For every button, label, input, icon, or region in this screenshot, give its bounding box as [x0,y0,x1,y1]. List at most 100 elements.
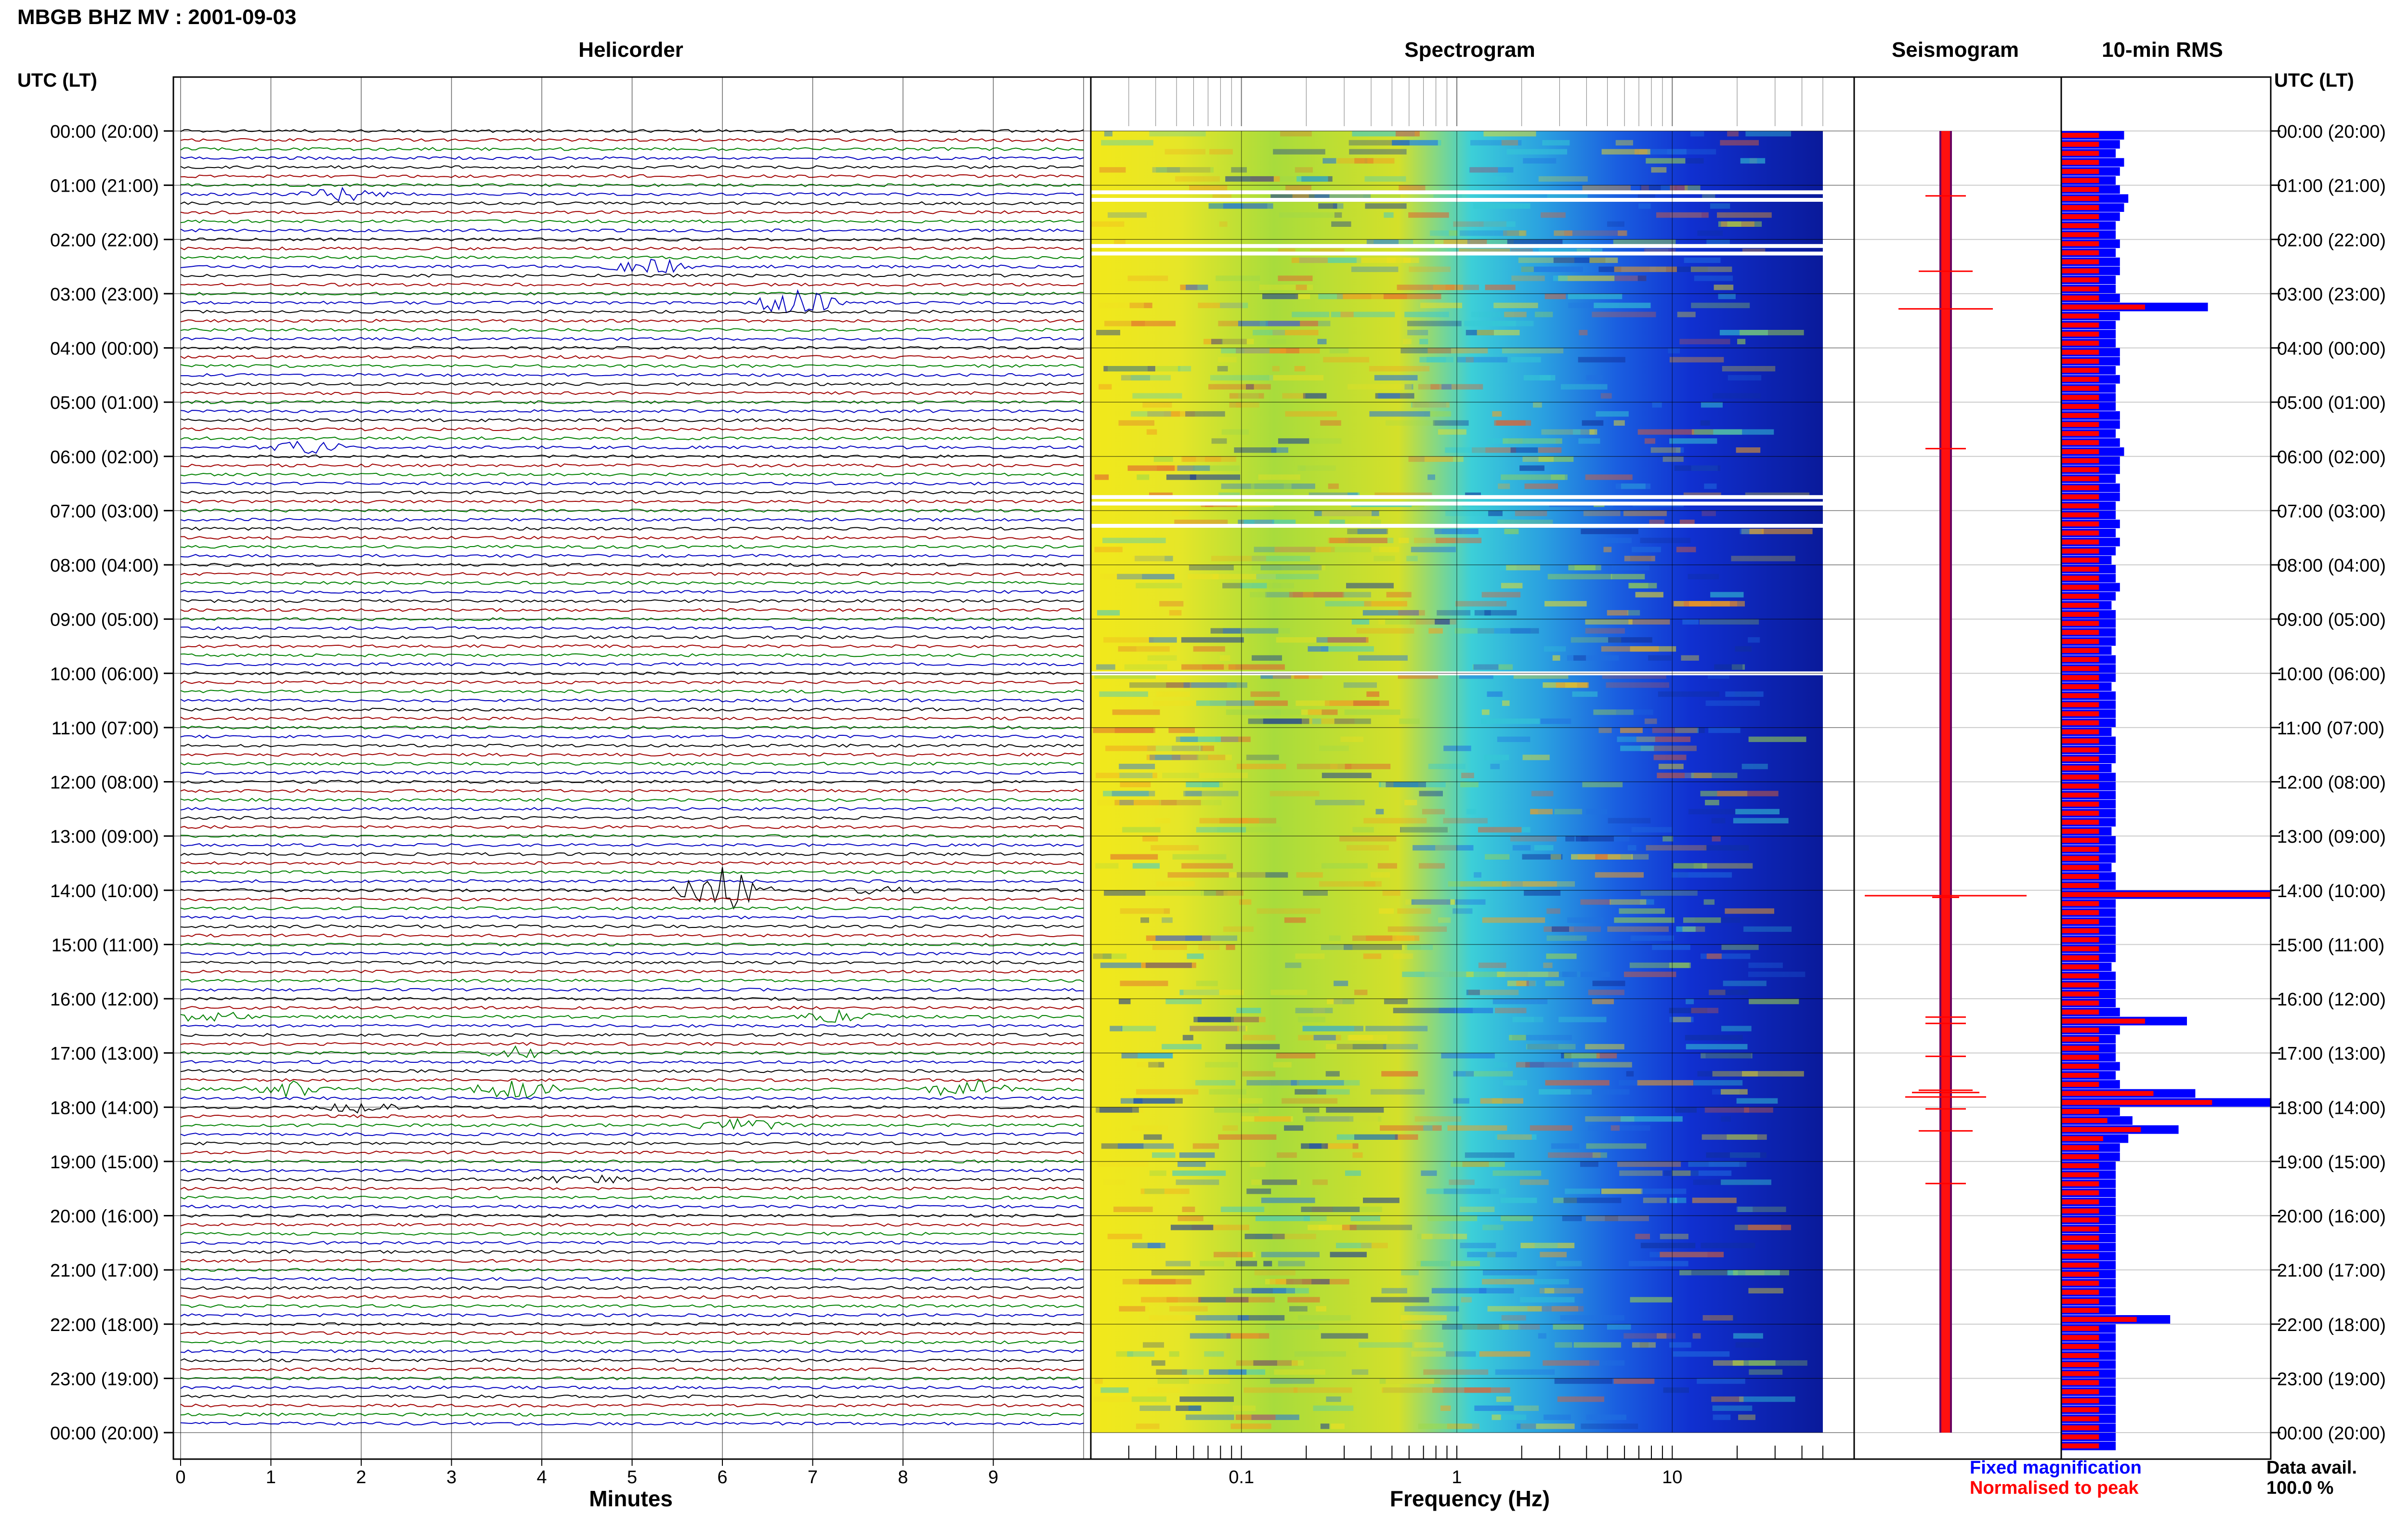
spectrogram-speckle [1231,167,1247,173]
spectrogram-speckle [1289,592,1343,598]
spectrogram-speckle [1421,1261,1451,1266]
spectrogram-speckle [1538,1089,1592,1095]
spectrogram-speckle [1169,1306,1208,1312]
rms-bar-normalised [2061,630,2099,635]
spectrogram-speckle [1254,547,1316,552]
spectrogram-speckle [1614,266,1677,272]
spectrogram-speckle [1147,655,1177,661]
spectrogram-speckle [1131,375,1171,381]
spectrogram-speckle [1374,375,1418,381]
spectrogram-speckle [1164,411,1195,417]
rms-bar-normalised [2061,286,2099,292]
spectrogram-speckle [1477,1324,1540,1330]
spectrogram-speckle [1113,1206,1153,1212]
spectrogram-speckle [1503,1080,1527,1086]
rms-bar-normalised [2061,1353,2099,1358]
spectrogram-speckle [1516,980,1536,986]
rms-bar-normalised [2061,774,2099,780]
rms-bar-normalised [2061,160,2099,165]
spectrogram-speckle [1686,158,1704,164]
spectrogram-speckle [1132,393,1182,399]
spectrogram-speckle [1274,1369,1325,1375]
spectrogram-speckle [1474,1405,1514,1411]
spectrogram-speckle [1543,962,1553,968]
spectrogram-speckle [1675,1107,1697,1113]
spectrogram-speckle [1331,312,1395,317]
spectrogram-speckle [1369,366,1430,372]
time-label-right: 08:00 (04:00) [2277,556,2386,576]
spectrogram-speckle [1363,953,1382,959]
spectrogram-speckle [1691,1007,1719,1014]
spectrogram-speckle [1711,818,1726,823]
spectrogram-speckle [1395,1134,1418,1140]
rms-bar-normalised [2061,720,2099,726]
spectrogram-speckle [1504,528,1519,535]
spectrogram-speckle [1630,935,1674,941]
spectrogram-speckle [1438,429,1466,435]
spectrogram-speckle [1246,1188,1271,1194]
spectrogram-speckle [1464,321,1516,326]
spectrogram-speckle [1330,1252,1367,1257]
spectrogram-speckle [1382,1387,1443,1393]
spectrogram-speckle [1748,1288,1783,1293]
spectrogram-speckle [1510,248,1533,254]
rms-bar-normalised [2061,458,2099,463]
spectrogram-speckle [1170,1225,1214,1230]
time-label-left: 17:00 (13:00) [50,1044,159,1064]
spectrogram-speckle [1607,610,1628,616]
spectrogram-speckle [1272,366,1280,372]
spectrogram-speckle [1262,293,1298,300]
spectrogram-speckle [1453,221,1506,227]
spectrogram-speckle [1230,1423,1271,1429]
spectrogram-speckle [1193,646,1225,652]
rms-bar-normalised [2061,313,2099,319]
rms-bar-normalised [2061,1308,2099,1313]
spectrogram-speckle [1712,1405,1753,1411]
spectrogram-speckle [1352,131,1415,137]
spectrogram-speckle [1616,709,1653,715]
spectrogram-speckle [1481,709,1490,715]
spectrogram-speckle [1554,230,1572,236]
spectrogram-speckle [1351,1369,1369,1375]
spectrogram-speckle [1445,447,1486,453]
spectrogram-speckle [1526,1044,1576,1050]
spectrogram-speckle [1182,1035,1193,1041]
spectrogram-speckle [1527,1044,1558,1050]
spectrogram-speckle [1133,556,1165,561]
spectrogram-speckle [1099,691,1148,697]
spectrogram-speckle [1140,1188,1190,1194]
spectrogram-speckle [1527,1306,1584,1312]
spectrogram-speckle [1243,520,1296,525]
rms-bar-normalised [2061,1271,2099,1277]
spectrogram-speckle [1640,185,1677,191]
spectrogram-speckle [1246,384,1254,390]
spectrogram-speckle [1174,520,1228,525]
spectrogram-speckle [1638,203,1651,209]
spectrogram-speckle [1301,709,1322,715]
spectrogram-speckle [1501,1315,1526,1321]
spectrogram-speckle [1519,465,1544,471]
spectrogram-speckle [1725,691,1764,697]
spectrogram-speckle [1688,1161,1747,1167]
spectrogram-speckle [1578,357,1625,363]
spectrogram-speckle [1289,1306,1308,1312]
spectrogram-speckle [1546,935,1587,941]
spectrogram-speckle [1204,1351,1224,1357]
spectrogram-speckle [1640,537,1691,543]
spectrogram-speckle [1303,393,1327,399]
spectrogram-speckle [1565,836,1575,842]
spectrogram-speckle [1631,547,1661,552]
spectrogram-speckle [1663,1387,1689,1393]
spectrogram-speckle [1332,1206,1382,1212]
spectrogram-speckle [1721,1089,1748,1095]
time-label-right: 07:00 (03:00) [2277,501,2386,522]
spectrogram-speckle [1668,348,1680,353]
rms-bar-normalised [2061,259,2099,264]
spectrogram-speckle [1586,1414,1626,1420]
spectrogram-speckle [1644,438,1655,444]
spectrogram-speckle [1443,745,1471,751]
spectrogram-speckle [1682,619,1699,625]
spectrogram-speckle [1735,1342,1760,1348]
spectrogram-speckle [1692,1333,1701,1339]
spectrogram-speckle [1640,1242,1696,1249]
